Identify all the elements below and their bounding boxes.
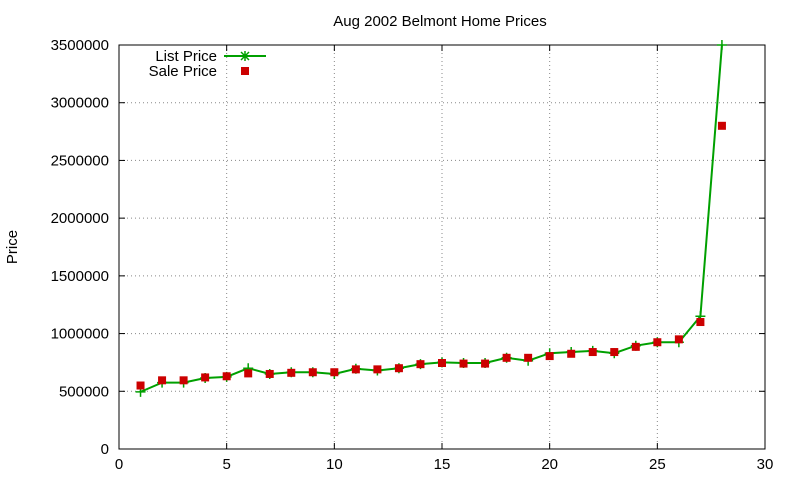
point-sale-price <box>438 359 446 368</box>
x-axis: 0 5 10 15 20 25 30 <box>115 45 774 473</box>
y-tick-label: 0 <box>101 441 109 458</box>
point-sale-price <box>394 364 403 373</box>
point-sale-price <box>502 353 511 362</box>
point-sale-price <box>265 369 274 378</box>
point-sale-price <box>416 360 425 369</box>
point-sale-price <box>222 372 231 381</box>
y-tick-label: 1000000 <box>51 326 109 343</box>
point-sale-price <box>545 352 554 361</box>
point-sale-price <box>158 376 167 385</box>
legend: List Price Sale Price <box>149 48 266 80</box>
point-list-price <box>716 40 727 50</box>
point-sale-price <box>610 348 619 357</box>
point-sale-price <box>136 381 145 390</box>
y-tick-label: 2000000 <box>51 210 109 227</box>
point-sale-price <box>179 376 188 385</box>
point-sale-price <box>481 359 490 368</box>
y-axis-label: Price <box>4 230 21 264</box>
series-line-list-price <box>140 44 723 393</box>
x-tick-label: 30 <box>757 456 774 473</box>
point-sale-price <box>201 373 210 382</box>
x-tick-label: 10 <box>326 456 343 473</box>
point-sale-price <box>351 365 360 374</box>
point-sale-price <box>588 348 597 357</box>
legend-label-sale-price: Sale Price <box>149 63 217 80</box>
y-tick-label: 1500000 <box>51 268 109 285</box>
point-sale-price <box>308 368 317 377</box>
point-sale-price <box>373 365 382 374</box>
y-tick-label: 3000000 <box>51 95 109 112</box>
y-tick-label: 3500000 <box>51 37 109 54</box>
series-layer <box>135 40 727 397</box>
x-tick-label: 20 <box>541 456 558 473</box>
point-sale-price <box>696 318 705 327</box>
point-sale-price <box>524 353 533 362</box>
y-tick-label: 2500000 <box>51 152 109 169</box>
point-sale-price <box>459 359 468 368</box>
point-sale-price <box>717 121 726 130</box>
y-tick-label: 500000 <box>59 383 109 400</box>
x-tick-label: 25 <box>649 456 666 473</box>
y-axis: 0 500000 1000000 1500000 2000000 2500000 30000… <box>51 37 765 458</box>
grid <box>119 45 765 449</box>
legend-marker-sale-price <box>241 67 249 75</box>
point-sale-price <box>674 335 683 344</box>
point-sale-price <box>653 338 662 347</box>
x-tick-label: 0 <box>115 456 123 473</box>
point-sale-price <box>244 369 253 378</box>
chart-title: Aug 2002 Belmont Home Prices <box>333 13 546 30</box>
legend-label-list-price: List Price <box>155 48 217 65</box>
point-sale-price <box>330 368 339 377</box>
x-tick-label: 5 <box>222 456 230 473</box>
point-sale-price <box>631 342 640 351</box>
x-tick-label: 15 <box>434 456 451 473</box>
point-sale-price <box>567 349 576 358</box>
point-sale-price <box>287 368 296 377</box>
legend-marker-list-price <box>240 51 250 61</box>
